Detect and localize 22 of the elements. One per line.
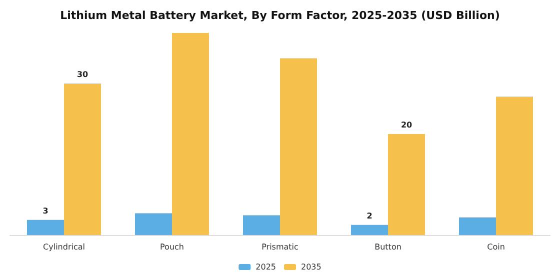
bar: [388, 134, 425, 235]
bar: [135, 213, 172, 235]
bar: [280, 58, 317, 235]
data-label: 2: [366, 211, 372, 220]
x-tick-label: Coin: [487, 242, 505, 252]
bar: [172, 33, 209, 235]
x-tick-label: Prismatic: [262, 242, 298, 252]
bar: [459, 217, 496, 235]
bar: [496, 96, 533, 235]
bar: [351, 224, 388, 235]
data-label: 3: [42, 206, 48, 216]
legend-label: 2025: [256, 262, 276, 272]
data-label: 20: [400, 120, 412, 130]
chart-title: Lithium Metal Battery Market, By Form Factor, 2025-2035 (USD Billion): [60, 9, 500, 22]
data-label: 30: [76, 70, 88, 79]
x-tick-label: Button: [374, 242, 402, 252]
x-tick-label: Cylindrical: [43, 242, 85, 252]
bar: [64, 84, 101, 235]
bar: [27, 220, 64, 235]
legend-label: 2035: [301, 262, 322, 272]
bar: [243, 215, 280, 235]
x-tick-label: Pouch: [160, 242, 184, 252]
